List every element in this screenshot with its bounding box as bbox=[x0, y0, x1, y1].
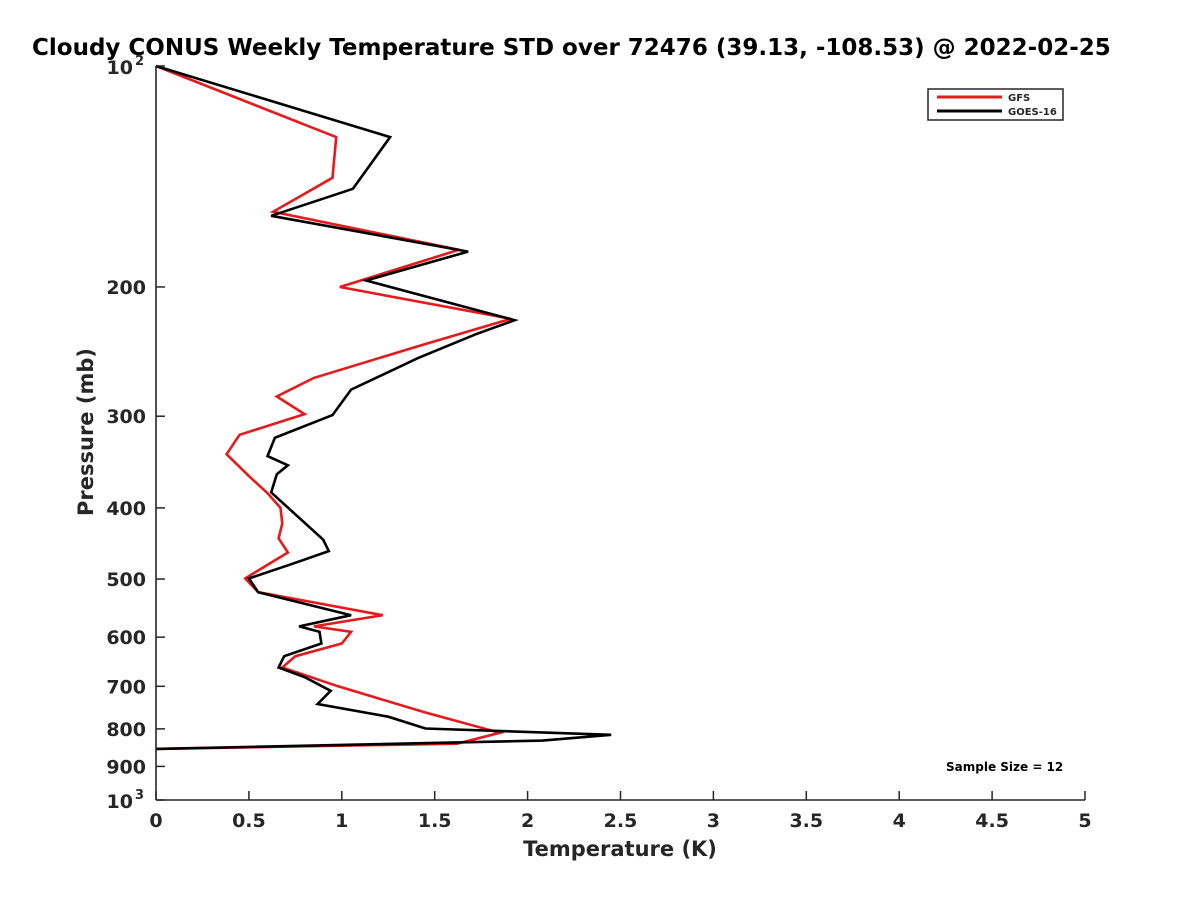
y-tick-label: 10 bbox=[107, 791, 133, 813]
x-tick-label: 0.5 bbox=[232, 810, 266, 832]
x-axis-label: Temperature (K) bbox=[523, 837, 717, 861]
y-tick-label: 400 bbox=[106, 498, 146, 520]
y-axis-label: Pressure (mb) bbox=[74, 348, 98, 516]
legend-box bbox=[927, 88, 1064, 121]
chart-title: Cloudy CONUS Weekly Temperature STD over… bbox=[32, 35, 1111, 61]
y-tick-label: 500 bbox=[106, 569, 146, 591]
legend: GFS GOES-16 bbox=[927, 88, 1064, 121]
y-tick-exponent: 2 bbox=[135, 54, 144, 69]
x-tick-label: 1.5 bbox=[418, 810, 452, 832]
x-tick-label: 3.5 bbox=[789, 810, 823, 832]
series-line-goes16 bbox=[155, 64, 612, 751]
x-tick-label: 0 bbox=[149, 810, 162, 832]
legend-label-gfs: GFS bbox=[1008, 93, 1030, 104]
legend-label-goes16: GOES-16 bbox=[1008, 107, 1057, 118]
y-tick-label: 900 bbox=[106, 756, 146, 778]
x-tick-label: 2.5 bbox=[604, 810, 638, 832]
x-tick-label: 5 bbox=[1078, 810, 1091, 832]
x-tick-label: 3 bbox=[707, 810, 720, 832]
plot-area: 0 0.5 1 1.5 2 2.5 3 3.5 4 4.5 510 22003004005006007… bbox=[106, 54, 1091, 832]
x-tick-label: 1 bbox=[335, 810, 348, 832]
sample-size-annotation: Sample Size = 12 bbox=[946, 760, 1063, 774]
y-tick-label: 700 bbox=[106, 676, 146, 698]
y-tick-label: 600 bbox=[106, 627, 146, 649]
series-line-gfs bbox=[155, 64, 512, 751]
y-tick-label: 800 bbox=[106, 719, 146, 741]
x-tick-label: 4.5 bbox=[975, 810, 1009, 832]
y-tick-label: 300 bbox=[106, 406, 146, 428]
x-tick-label: 4 bbox=[893, 810, 906, 832]
y-tick-exponent: 3 bbox=[135, 788, 144, 803]
y-tick-label: 10 bbox=[107, 57, 133, 79]
y-tick-label: 200 bbox=[106, 277, 146, 299]
x-tick-label: 2 bbox=[521, 810, 534, 832]
